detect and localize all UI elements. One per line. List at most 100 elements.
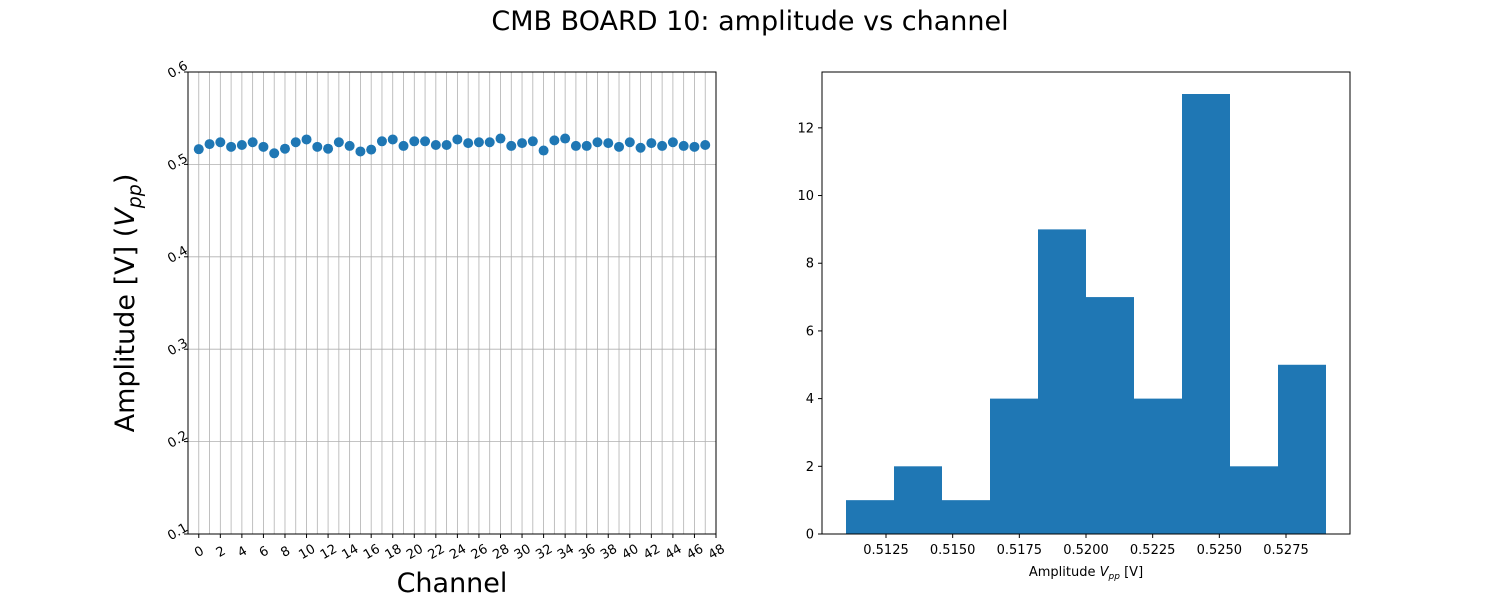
scatter-point (517, 138, 528, 149)
scatter-plot: 0 2 4 6 8 10 12 14 16 18 20 22 24 26 28 30 32 34 36 38 40 42 4… (110, 59, 728, 599)
scatter-x-tick-label: 10 (296, 542, 318, 563)
scatter-point (409, 136, 420, 147)
scatter-point (560, 133, 571, 144)
scatter-x-tick-label: 44 (663, 542, 685, 563)
scatter-y-tick-label: 0.1 (165, 521, 190, 544)
scatter-x-tick-label: 26 (469, 542, 491, 563)
histogram-x-ticks: 0.5125 0.5150 0.5175 0.5200 0.5225 0.5250 0.52… (863, 534, 1309, 558)
scatter-point (344, 140, 355, 151)
scatter-x-tick-label: 38 (598, 542, 620, 563)
scatter-x-tick-label: 14 (339, 542, 361, 563)
histogram-x-tick-label: 0.5125 (863, 543, 909, 558)
scatter-x-tick-label: 20 (404, 542, 426, 563)
scatter-y-axis-label: Amplitude [V] (Vpp) (110, 174, 146, 433)
scatter-x-tick-label: 48 (706, 542, 728, 563)
histogram-bar (990, 398, 1038, 534)
scatter-point (581, 140, 592, 151)
histogram-bar (894, 466, 942, 534)
scatter-point (527, 136, 538, 147)
scatter-x-tick-label: 4 (235, 544, 250, 561)
histogram-x-label-end: [V] (1120, 565, 1143, 580)
histogram-x-tick-label: 0.5175 (997, 543, 1043, 558)
scatter-point (236, 139, 247, 150)
scatter-x-tick-label: 32 (533, 542, 555, 563)
histogram-y-tick-label: 12 (797, 121, 814, 136)
scatter-x-tick-label: 28 (490, 542, 512, 563)
scatter-y-label-end: ) (110, 174, 141, 185)
scatter-x-tick-label: 8 (278, 544, 293, 561)
histogram-x-label-main: Amplitude (1029, 565, 1100, 580)
scatter-point (323, 143, 334, 154)
scatter-points (193, 133, 711, 159)
histogram-y-tick-label: 0 (806, 528, 814, 543)
histogram-bar (1038, 229, 1086, 534)
scatter-y-tick-label: 0.3 (165, 336, 190, 359)
histogram-x-tick-label: 0.5150 (930, 543, 976, 558)
scatter-point (247, 137, 258, 148)
histogram-bar (1278, 364, 1326, 534)
histogram-y-tick-label: 6 (806, 324, 814, 339)
scatter-point (603, 138, 614, 149)
scatter-axes-frame (187, 71, 717, 535)
scatter-point (592, 137, 603, 148)
scatter-point (700, 139, 711, 150)
histogram-bar (1230, 466, 1278, 534)
scatter-point (333, 137, 344, 148)
histogram-y-tick-label: 2 (806, 460, 814, 475)
scatter-point (258, 141, 269, 152)
scatter-y-label-main: Amplitude [V] ( (110, 227, 141, 433)
scatter-x-axis-label: Channel (397, 568, 508, 599)
scatter-point (301, 134, 312, 145)
scatter-x-tick-label: 34 (555, 542, 577, 563)
histogram-x-tick-label: 0.5200 (1063, 543, 1109, 558)
histogram-bar (1086, 297, 1134, 534)
histogram-bar (846, 500, 894, 534)
scatter-x-tick-label: 0 (192, 544, 207, 561)
scatter-y-tick-label: 0.6 (165, 59, 190, 82)
figure-title: CMB BOARD 10: amplitude vs channel (491, 6, 1009, 37)
scatter-x-tick-label: 36 (577, 542, 599, 563)
histogram-bars (846, 94, 1326, 534)
scatter-x-ticks: 0 2 4 6 8 10 12 14 16 18 20 22 24 26 28 30 32 34 36 38 40 42 4… (192, 534, 728, 563)
scatter-point (657, 140, 668, 151)
scatter-point (420, 136, 431, 147)
histogram-x-tick-label: 0.5250 (1197, 543, 1243, 558)
scatter-x-tick-label: 22 (426, 542, 448, 563)
scatter-x-tick-label: 6 (257, 544, 272, 561)
histogram-bar (1134, 398, 1182, 534)
scatter-point (376, 136, 387, 147)
histogram-x-label-sub: pp (1108, 572, 1121, 582)
scatter-point (441, 139, 452, 150)
scatter-point (204, 139, 215, 150)
scatter-point (570, 140, 581, 151)
scatter-point (290, 137, 301, 148)
histogram-x-tick-label: 0.5275 (1263, 543, 1309, 558)
scatter-point (484, 137, 495, 148)
scatter-point (614, 141, 625, 152)
scatter-x-tick-label: 18 (383, 542, 405, 563)
histogram-plot: 0.5125 0.5150 0.5175 0.5200 0.5225 0.5250 0.52… (797, 71, 1351, 582)
histogram-y-tick-label: 10 (797, 189, 814, 204)
scatter-x-tick-label: 30 (512, 542, 534, 563)
histogram-x-axis-label: Amplitude Vpp [V] (1029, 565, 1143, 582)
histogram-y-tick-label: 8 (806, 257, 814, 272)
scatter-x-tick-label: 24 (447, 542, 469, 563)
histogram-x-tick-label: 0.5225 (1130, 543, 1176, 558)
scatter-point (355, 146, 366, 157)
scatter-point (495, 133, 506, 144)
histogram-y-tick-label: 4 (806, 392, 814, 407)
scatter-y-label-sub: pp (124, 184, 146, 209)
scatter-point (538, 145, 549, 156)
scatter-point (430, 139, 441, 150)
histogram-bar (942, 500, 990, 534)
scatter-point (398, 140, 409, 151)
scatter-grid (188, 71, 717, 535)
scatter-x-tick-label: 40 (620, 542, 642, 563)
scatter-y-tick-label: 0.2 (165, 428, 190, 451)
histogram-y-ticks: 0 2 4 6 8 10 12 (797, 121, 822, 543)
scatter-point (366, 144, 377, 155)
scatter-point (624, 137, 635, 148)
scatter-x-tick-label: 16 (361, 542, 383, 563)
